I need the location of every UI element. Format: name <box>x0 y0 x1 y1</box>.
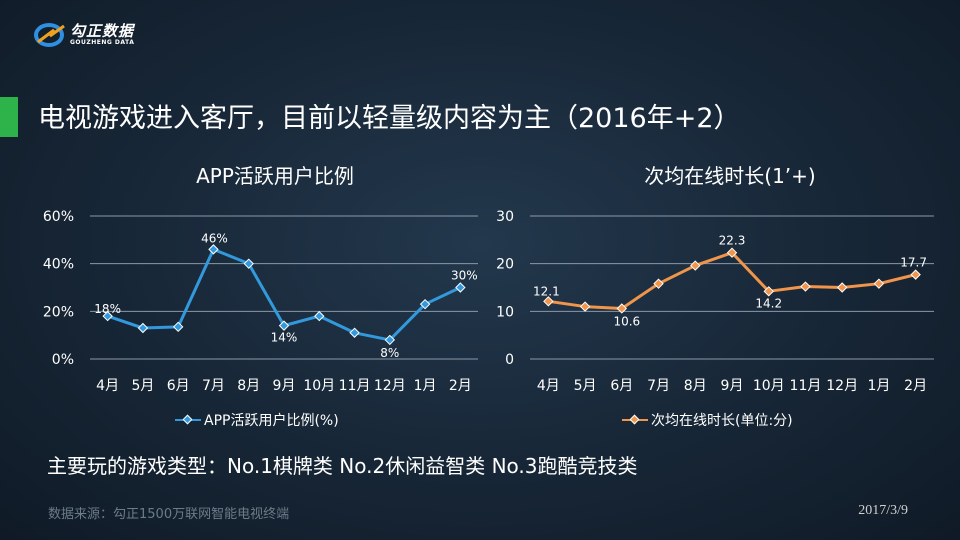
data-point-marker <box>763 286 774 297</box>
y-tick-label: 60% <box>43 209 74 225</box>
x-tick-label: 7月 <box>202 378 225 394</box>
x-tick-label: 6月 <box>610 378 633 394</box>
y-tick-label: 20 <box>496 257 514 273</box>
data-point-marker <box>910 269 921 280</box>
data-point-marker <box>384 334 396 346</box>
game-type-summary: 主要玩的游戏类型：No.1棋牌类 No.2休闲益智类 No.3跑酷竞技类 <box>47 454 638 478</box>
x-tick-label: 5月 <box>131 378 154 394</box>
x-tick-label: 10月 <box>303 378 335 394</box>
data-point-marker <box>137 322 149 334</box>
data-point-marker <box>419 298 431 310</box>
y-tick-label: 20% <box>43 304 74 320</box>
x-tick-label: 4月 <box>537 378 560 394</box>
data-point-marker <box>102 310 113 322</box>
x-tick-label: 12月 <box>826 378 858 394</box>
data-label: 14% <box>271 331 298 345</box>
logo-text-cn: 勾正数据 <box>70 22 135 40</box>
data-point-marker <box>800 281 811 292</box>
x-tick-label: 2月 <box>449 378 472 394</box>
y-tick-label: 30 <box>496 209 514 225</box>
data-point-marker <box>726 247 738 258</box>
x-tick-label: 2月 <box>904 378 927 394</box>
left-chart-legend: APP活跃用户比例(%) <box>175 410 339 430</box>
data-point-marker <box>579 301 591 312</box>
data-label: 46% <box>201 231 228 245</box>
data-label: 14.2 <box>755 296 782 310</box>
legend-line-marker-icon <box>622 414 648 425</box>
x-tick-label: 8月 <box>237 378 260 394</box>
data-point-marker <box>455 282 466 293</box>
data-label: 10.6 <box>613 314 640 328</box>
x-tick-label: 8月 <box>684 378 707 394</box>
x-tick-label: 12月 <box>374 378 406 394</box>
data-point-marker <box>690 260 701 271</box>
x-tick-label: 6月 <box>167 378 190 394</box>
left-legend-label: APP活跃用户比例(%) <box>204 413 339 429</box>
x-tick-label: 1月 <box>867 378 890 394</box>
data-point-marker <box>873 278 885 289</box>
title-accent-bar <box>0 97 18 137</box>
left-chart-title: APP活跃用户比例 <box>196 164 354 188</box>
data-label: 30% <box>451 269 478 283</box>
x-tick-label: 10月 <box>753 378 785 394</box>
data-point-marker <box>278 320 290 331</box>
data-point-marker <box>616 303 628 314</box>
x-tick-label: 11月 <box>790 378 822 394</box>
data-point-marker <box>349 327 360 338</box>
y-tick-label: 0 <box>505 352 514 368</box>
data-label: 12.1 <box>533 284 560 298</box>
x-tick-label: 9月 <box>721 378 744 394</box>
data-point-marker <box>208 244 219 255</box>
data-point-marker <box>543 296 554 307</box>
slide-date: 2017/3/9 <box>858 503 908 518</box>
y-tick-label: 0% <box>52 352 74 368</box>
data-point-marker <box>653 278 664 289</box>
x-tick-label: 7月 <box>647 378 670 394</box>
right-legend-label: 次均在线时长(单位:分) <box>651 413 793 429</box>
data-label: 18% <box>94 302 121 316</box>
x-tick-label: 11月 <box>339 378 371 394</box>
data-point-marker <box>314 310 325 322</box>
legend-line-marker-icon <box>175 414 201 425</box>
data-label: 22.3 <box>719 234 746 248</box>
series-line <box>548 251 916 310</box>
data-label: 8% <box>380 346 399 360</box>
x-tick-label: 1月 <box>414 378 437 394</box>
logo-mark-icon <box>34 23 65 47</box>
data-point-marker <box>243 258 254 269</box>
y-tick-label: 40% <box>43 257 74 273</box>
y-tick-label: 10 <box>496 304 514 320</box>
right-chart-legend: 次均在线时长(单位:分) <box>622 410 793 430</box>
data-point-marker <box>836 282 848 293</box>
logo-text-en: GOUZHENG DATA <box>70 39 135 46</box>
data-source-note: 数据来源：勾正1500万联网智能电视终端 <box>48 507 290 522</box>
x-tick-label: 5月 <box>574 378 597 394</box>
x-tick-label: 4月 <box>96 378 119 394</box>
x-tick-label: 9月 <box>273 378 296 394</box>
data-label: 17.7 <box>900 256 927 270</box>
data-point-marker <box>172 321 184 333</box>
page-title: 电视游戏进入客厅，目前以轻量级内容为主（2016年+2） <box>38 103 741 134</box>
right-chart-title: 次均在线时长(1’+) <box>644 164 816 188</box>
